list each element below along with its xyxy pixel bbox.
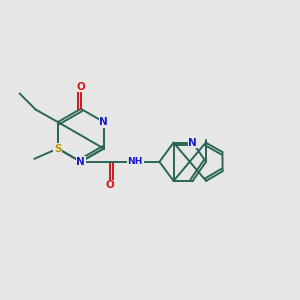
- Text: N: N: [99, 117, 108, 127]
- Text: NH: NH: [128, 157, 143, 166]
- Text: O: O: [106, 180, 115, 190]
- Text: O: O: [76, 82, 85, 92]
- Text: S: S: [54, 143, 62, 154]
- Text: N: N: [76, 157, 85, 167]
- Text: N: N: [188, 138, 197, 148]
